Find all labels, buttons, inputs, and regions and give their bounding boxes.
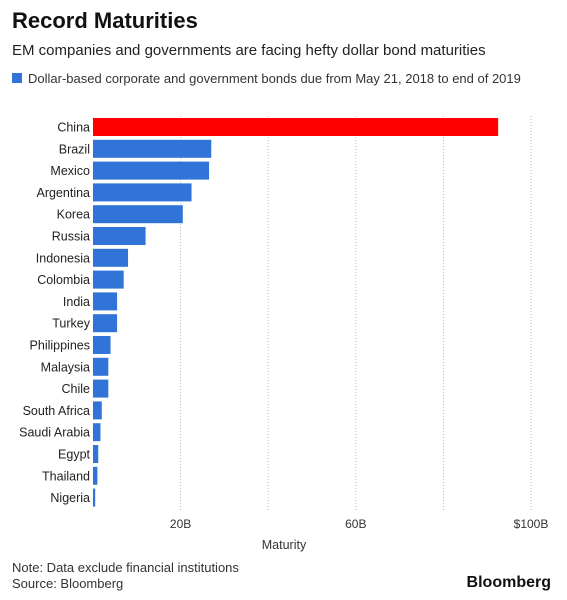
category-label: Russia [52,230,90,244]
x-tick-label: $100B [514,517,549,531]
bar-mexico [93,161,210,180]
bar-indonesia [93,248,129,267]
category-label: Turkey [52,317,90,331]
source-note: Source: Bloomberg [12,576,124,591]
category-label: South Africa [23,404,90,418]
category-label: Colombia [37,273,90,287]
bar-colombia [93,270,124,289]
bar-egypt [93,445,99,463]
bar-malaysia [93,357,109,376]
bar-nigeria [93,488,96,507]
bar-brazil [93,139,212,158]
bar-china [93,118,499,136]
x-axis-label: Maturity [262,538,307,552]
bar-thailand [93,466,98,485]
bar-saudi-arabia [93,423,101,442]
bar-chart: China Brazil Mexico Argentina Korea Russia Ind… [19,116,549,552]
category-label: Egypt [58,448,90,462]
category-label: Mexico [50,164,90,178]
category-label: India [63,295,90,309]
legend: Dollar-based corporate and government bo… [12,70,552,87]
bar-argentina [93,183,192,202]
chart-subtitle: EM companies and governments are facing … [12,42,486,59]
category-label: Korea [57,208,90,222]
bar-russia [93,227,146,245]
bar-south-africa [93,401,102,420]
bloomberg-logo: Bloomberg [466,574,551,591]
category-label: Nigeria [50,491,90,505]
bar-chile [93,379,109,398]
bar-turkey [93,314,118,333]
x-tick-label: 60B [345,517,366,531]
chart-title: Record Maturities [12,8,198,33]
bar-philippines [93,336,111,354]
bar-korea [93,205,183,224]
bar-india [93,292,118,311]
category-label: Thailand [42,469,90,483]
legend-label: Dollar-based corporate and government bo… [28,71,521,86]
category-label: China [57,121,90,135]
category-label: Philippines [30,339,90,353]
category-label: Saudi Arabia [19,426,90,440]
category-label: Malaysia [41,360,90,374]
category-label: Argentina [36,186,90,200]
category-label: Brazil [59,142,90,156]
footnote: Note: Data exclude financial institution… [12,560,239,575]
category-label: Chile [62,382,91,396]
category-label: Indonesia [36,251,90,265]
legend-swatch [12,73,22,83]
x-tick-label: 20B [170,517,191,531]
